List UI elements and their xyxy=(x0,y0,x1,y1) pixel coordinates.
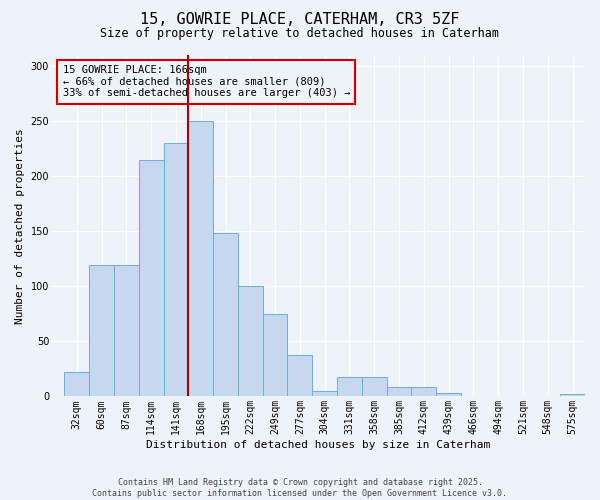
Text: Size of property relative to detached houses in Caterham: Size of property relative to detached ho… xyxy=(101,28,499,40)
Y-axis label: Number of detached properties: Number of detached properties xyxy=(15,128,25,324)
Bar xyxy=(412,386,436,396)
Bar xyxy=(386,386,412,396)
Bar xyxy=(560,394,585,396)
Bar xyxy=(213,234,238,396)
Bar xyxy=(188,121,213,396)
Bar xyxy=(89,266,114,396)
Bar xyxy=(436,393,461,396)
Bar xyxy=(362,376,386,396)
Text: 15 GOWRIE PLACE: 166sqm
← 66% of detached houses are smaller (809)
33% of semi-d: 15 GOWRIE PLACE: 166sqm ← 66% of detache… xyxy=(62,65,350,98)
Bar xyxy=(114,266,139,396)
Bar xyxy=(263,314,287,396)
Bar xyxy=(164,143,188,397)
X-axis label: Distribution of detached houses by size in Caterham: Distribution of detached houses by size … xyxy=(146,440,491,450)
Bar xyxy=(238,286,263,397)
Text: Contains HM Land Registry data © Crown copyright and database right 2025.
Contai: Contains HM Land Registry data © Crown c… xyxy=(92,478,508,498)
Bar xyxy=(312,391,337,396)
Bar xyxy=(337,376,362,396)
Bar xyxy=(287,354,312,397)
Bar xyxy=(64,372,89,396)
Text: 15, GOWRIE PLACE, CATERHAM, CR3 5ZF: 15, GOWRIE PLACE, CATERHAM, CR3 5ZF xyxy=(140,12,460,28)
Bar xyxy=(139,160,164,396)
